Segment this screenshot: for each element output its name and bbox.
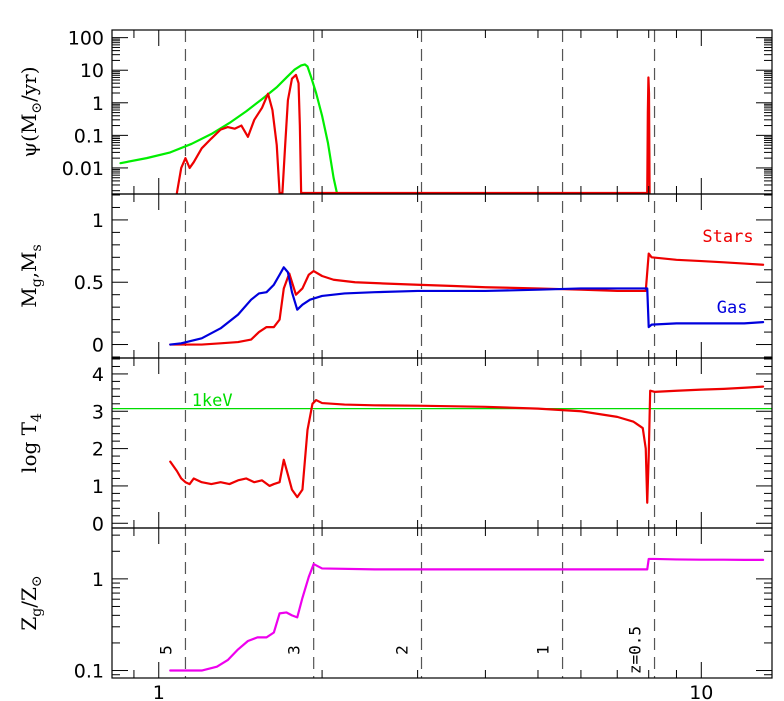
series-annotation-0: Stars <box>702 227 753 247</box>
ytick-label-temp-3: 3 <box>92 401 104 423</box>
labels: 5 3 2 1 z=0.51001010.10.01ψ(M⊙/yr)00.51Stars… <box>17 28 754 701</box>
ytick-label-sfr-0: 100 <box>68 28 104 50</box>
xtick-label-1: 10 <box>689 682 713 701</box>
ytick-label-temp-1: 1 <box>92 476 104 498</box>
ytick-label-temp-2: 2 <box>92 439 104 461</box>
redshift-label-2: 2 <box>393 645 412 655</box>
ytick-label-metal-0: 1 <box>92 569 104 591</box>
ylabel-mass: Mg,Ms <box>17 244 45 307</box>
panel-frame-sfr <box>111 29 773 195</box>
ytick-label-temp-4: 4 <box>92 364 104 386</box>
ytick-label-mass-1: 0.5 <box>74 272 104 294</box>
axes <box>111 29 773 679</box>
series-annotation-1: Gas <box>717 298 748 318</box>
ytick-label-sfr-3: 0.1 <box>74 125 104 147</box>
series-group-sfr <box>119 63 651 194</box>
ytick-label-mass-0: 0 <box>92 335 104 357</box>
series-line-sfr-1 <box>175 73 651 194</box>
series-group-mass <box>169 252 765 346</box>
panel-frame-temp <box>111 357 773 529</box>
ytick-label-mass-2: 1 <box>92 210 104 232</box>
ytick-label-sfr-4: 0.01 <box>62 158 104 180</box>
series-line-mass-1 <box>169 266 765 346</box>
redshift-markers <box>184 30 656 678</box>
series-group-temp <box>169 385 765 504</box>
data-curves <box>112 63 772 672</box>
ylabel-temp: log T4 <box>17 413 45 473</box>
series-line-mass-0 <box>169 252 765 346</box>
panel-frame-metal <box>111 527 773 679</box>
ytick-label-sfr-1: 10 <box>80 60 104 82</box>
xtick-label-0: 1 <box>153 682 165 701</box>
redshift-label-4: z=0.5 <box>626 626 645 674</box>
series-line-metal-0 <box>169 557 765 672</box>
reference-line-label: 1keV <box>192 391 233 411</box>
ytick-label-sfr-2: 1 <box>92 93 104 115</box>
redshift-label-1: 3 <box>285 645 304 655</box>
ytick-label-metal-1: 0.1 <box>74 661 104 683</box>
series-line-sfr-0 <box>119 63 339 194</box>
redshift-label-0: 5 <box>156 645 175 655</box>
ytick-label-temp-0: 0 <box>92 513 104 535</box>
ylabel-metal: Zg/Z⊙ <box>17 575 45 630</box>
series-group-metal <box>169 557 765 672</box>
ylabel-sfr: ψ(M⊙/yr) <box>17 66 45 157</box>
series-line-temp-0 <box>169 385 765 504</box>
redshift-label-3: 1 <box>534 645 553 655</box>
